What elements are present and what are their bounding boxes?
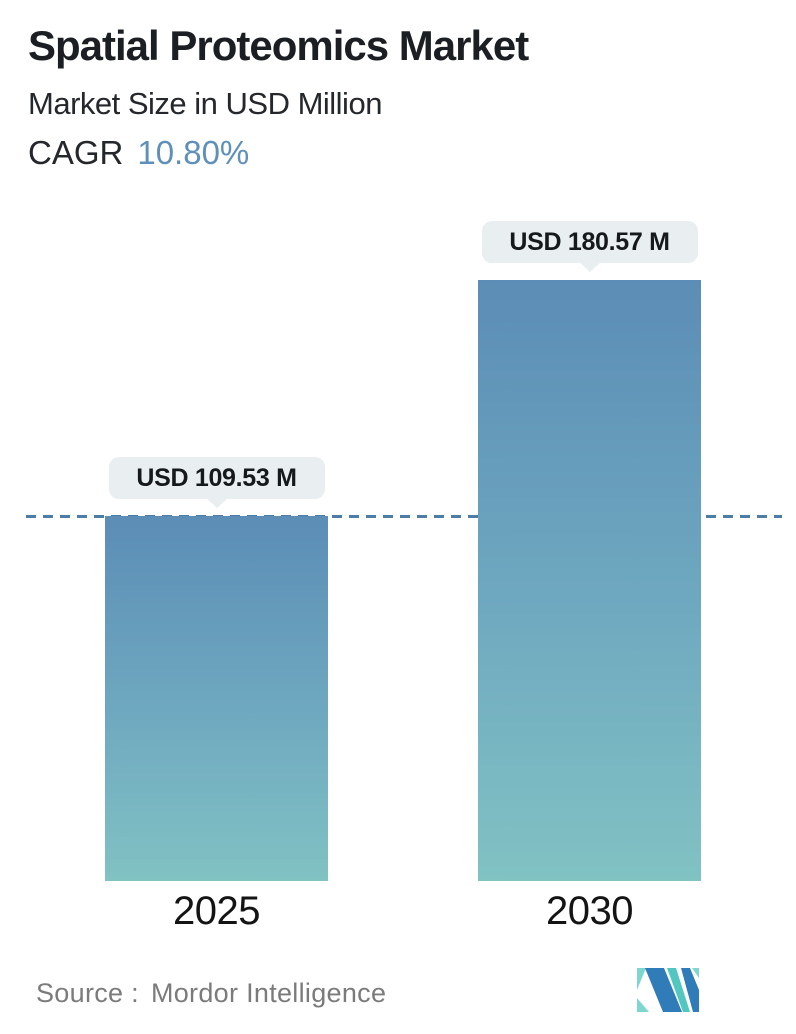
chart-subtitle: Market Size in USD Million <box>28 86 382 121</box>
x-axis-label-2025: 2025 <box>173 889 260 933</box>
value-callout-2025: USD 109.53 M <box>108 457 325 499</box>
value-callout-2030: USD 180.57 M <box>481 221 698 263</box>
page-title: Spatial Proteomics Market <box>28 22 529 69</box>
bar <box>105 516 328 881</box>
value-label-2030: USD 180.57 M <box>509 227 670 256</box>
bar-group-2025: USD 109.53 M <box>105 457 328 881</box>
cagr-label: CAGR <box>28 134 124 171</box>
bar-group-2030: USD 180.57 M <box>478 221 701 881</box>
x-axis-label-2030: 2030 <box>546 889 633 933</box>
mordor-intelligence-logo <box>637 968 699 1012</box>
bar <box>478 280 701 881</box>
source-label: Source : <box>36 978 139 1008</box>
cagr-row: CAGR 10.80% <box>28 134 249 172</box>
source-value: Mordor Intelligence <box>150 978 387 1008</box>
value-label-2025: USD 109.53 M <box>136 463 297 492</box>
reference-dashed-line <box>26 515 782 518</box>
cagr-value: 10.80% <box>137 134 250 171</box>
source-line: Source : Mordor Intelligence <box>36 978 386 1009</box>
